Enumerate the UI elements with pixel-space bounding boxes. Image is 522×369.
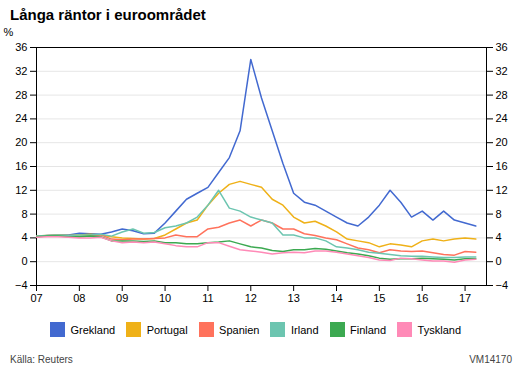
svg-text:36: 36 [496,41,508,53]
svg-text:0: 0 [496,255,502,267]
html-text:Portugal: Portugal [146,323,188,336]
html-text:Grekland: Grekland [70,323,116,336]
html-text:Tyskland: Tyskland [417,323,461,336]
svg-text:12: 12 [245,292,257,304]
svg-text:4: 4 [496,231,502,243]
html-text:VM14170: VM14170 [469,353,512,365]
svg-text:20: 20 [496,136,508,148]
svg-text:17: 17 [459,292,471,304]
svg-text:16: 16 [496,160,508,172]
html-text:Finland: Finland [350,323,387,336]
svg-text:16: 16 [416,292,428,304]
svg-text:16: 16 [15,160,27,172]
svg-text:09: 09 [116,292,128,304]
svg-text:08: 08 [73,292,85,304]
html-text:Långa räntor i euroområdet: Långa räntor i euroområdet [10,6,206,23]
svg-text:%: % [4,26,14,38]
svg-text:36: 36 [15,41,27,53]
svg-text:13: 13 [288,292,300,304]
svg-text:15: 15 [373,292,385,304]
svg-text:28: 28 [15,89,27,101]
svg-text:14: 14 [330,292,342,304]
svg-text:32: 32 [15,65,27,77]
svg-text:12: 12 [15,184,27,196]
svg-text:12: 12 [496,184,508,196]
svg-text:8: 8 [496,208,502,220]
svg-text:24: 24 [15,112,27,124]
svg-text:8: 8 [21,208,27,220]
svg-text:32: 32 [496,65,508,77]
html-text:Källa: Reuters: Källa: Reuters [10,353,73,365]
svg-text:4: 4 [21,231,27,243]
svg-text:07: 07 [30,292,42,304]
svg-text:−4: −4 [15,279,28,291]
svg-text:10: 10 [159,292,171,304]
svg-text:−4: −4 [496,279,509,291]
svg-text:20: 20 [15,136,27,148]
html-text:Spanien: Spanien [219,323,260,336]
svg-text:24: 24 [496,112,508,124]
svg-text:11: 11 [202,292,213,304]
svg-text:0: 0 [21,255,27,267]
html-text:Irland: Irland [291,323,319,336]
svg-text:28: 28 [496,89,508,101]
